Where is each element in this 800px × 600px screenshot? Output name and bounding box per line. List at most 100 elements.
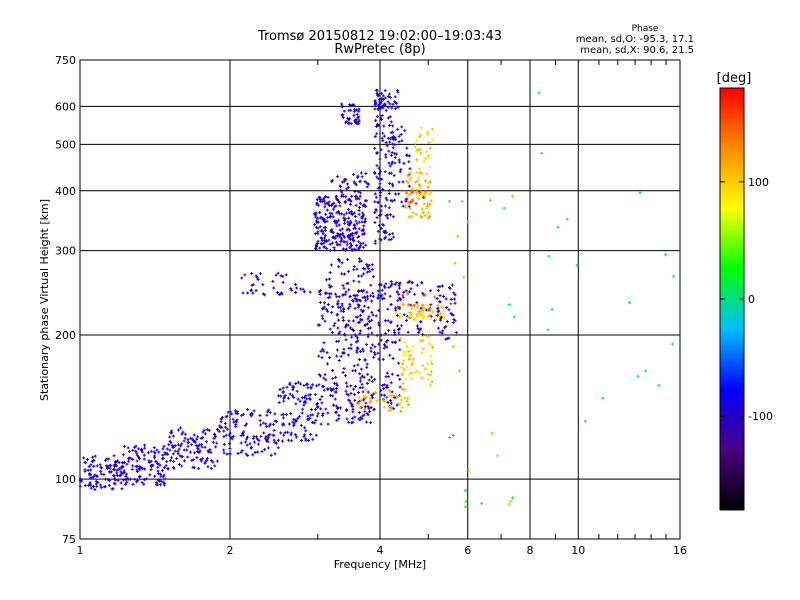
data-point: [537, 91, 541, 95]
data-point: [371, 392, 375, 396]
data-point: [316, 411, 320, 415]
data-point: [340, 261, 344, 265]
data-point: [437, 326, 441, 330]
data-point: [142, 457, 146, 461]
data-point: [390, 106, 394, 110]
data-point: [241, 291, 245, 295]
data-point: [377, 309, 381, 313]
data-point: [342, 310, 346, 314]
data-point: [199, 436, 203, 440]
data-point: [379, 106, 383, 110]
data-point: [380, 113, 384, 117]
stats-line-o: mean, sd,O: -95.3, 17.1: [576, 34, 694, 45]
data-point: [377, 124, 381, 128]
data-point: [311, 383, 315, 387]
colorbar-tick-label: -100: [748, 410, 773, 423]
data-point: [373, 107, 377, 111]
data-point: [405, 399, 409, 403]
data-point: [340, 180, 344, 184]
data-point: [168, 448, 172, 452]
data-point: [418, 190, 422, 194]
data-point: [396, 89, 400, 93]
data-point: [407, 154, 411, 158]
data-point: [384, 375, 388, 379]
plot-area: [78, 59, 681, 540]
data-point: [272, 422, 276, 426]
data-point: [323, 202, 327, 206]
data-point: [323, 319, 327, 323]
data-point: [359, 171, 363, 175]
data-point: [340, 272, 344, 276]
data-point: [389, 401, 393, 405]
data-point: [360, 274, 364, 278]
data-point: [409, 371, 413, 375]
data-point: [420, 207, 424, 211]
data-point: [339, 236, 343, 240]
data-point: [335, 382, 339, 386]
data-point: [417, 309, 421, 313]
data-point: [344, 381, 348, 385]
data-point: [277, 400, 281, 404]
data-point: [399, 394, 403, 398]
data-point: [200, 445, 204, 449]
data-point: [363, 217, 367, 221]
data-point: [353, 333, 357, 337]
data-point: [368, 269, 372, 273]
data-point: [396, 127, 400, 131]
data-point: [404, 153, 408, 157]
data-point: [328, 211, 332, 215]
data-point: [389, 408, 393, 412]
data-point: [343, 325, 347, 329]
data-point: [377, 166, 381, 170]
data-point: [388, 123, 392, 127]
data-point: [299, 423, 303, 427]
data-point: [413, 292, 417, 296]
data-point: [378, 194, 382, 198]
data-point: [382, 124, 386, 128]
data-point: [361, 241, 365, 245]
data-point: [149, 449, 153, 453]
data-point: [409, 171, 413, 175]
data-point: [155, 448, 159, 452]
data-point: [278, 388, 282, 392]
data-point: [390, 199, 394, 203]
data-point: [333, 236, 337, 240]
data-point: [323, 373, 327, 377]
data-point: [429, 303, 433, 307]
data-point: [355, 349, 359, 353]
data-point: [366, 372, 370, 376]
data-point: [167, 443, 171, 447]
data-point: [186, 440, 190, 444]
data-point: [183, 432, 187, 436]
data-point: [466, 220, 470, 224]
data-point: [93, 454, 97, 458]
data-point: [203, 460, 207, 464]
data-point: [259, 272, 263, 276]
data-point: [244, 440, 248, 444]
data-point: [510, 194, 514, 198]
data-point: [342, 216, 346, 220]
data-point: [411, 360, 415, 364]
data-point: [358, 386, 362, 390]
data-point: [253, 440, 257, 444]
data-point: [201, 430, 205, 434]
data-point: [318, 292, 322, 296]
data-point: [335, 211, 339, 215]
data-point: [342, 307, 346, 311]
data-point: [423, 157, 427, 161]
data-point: [404, 350, 408, 354]
data-point: [91, 485, 95, 489]
data-point: [337, 339, 341, 343]
data-point: [140, 450, 144, 454]
data-point: [388, 390, 392, 394]
data-point: [370, 396, 374, 400]
data-point: [400, 398, 404, 402]
data-point: [341, 247, 345, 251]
data-point: [290, 394, 294, 398]
data-point: [408, 310, 412, 314]
data-point: [376, 200, 380, 204]
data-point: [360, 374, 364, 378]
data-point: [409, 315, 413, 319]
data-point: [341, 113, 345, 117]
